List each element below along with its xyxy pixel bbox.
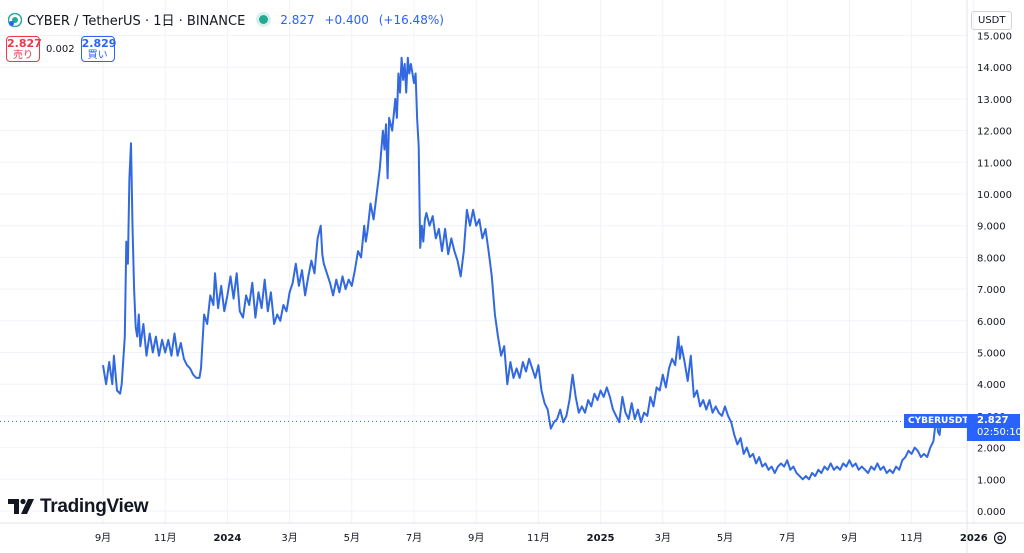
x-tick-label: 11月 xyxy=(154,532,177,544)
gear-icon[interactable] xyxy=(992,530,1008,546)
y-tick-label: 2.000 xyxy=(977,444,1006,455)
x-tick-label: 3月 xyxy=(655,532,671,544)
market-status-dot[interactable] xyxy=(259,15,269,24)
y-tick-label: 15.000 xyxy=(977,32,1012,43)
interval-label: 1日 xyxy=(153,14,175,29)
y-tick-label: 13.000 xyxy=(977,95,1012,106)
sell-button[interactable]: 2.827 売り xyxy=(6,36,42,62)
last-price-value: 2.827 xyxy=(280,12,315,27)
tradingview-mark-icon xyxy=(8,498,34,514)
buy-price: 2.829 xyxy=(81,37,117,50)
y-tick-label: 11.000 xyxy=(977,158,1012,169)
x-tick-label: 7月 xyxy=(779,532,795,544)
x-tick-label: 3月 xyxy=(281,532,297,544)
symbol-sep: / xyxy=(74,14,83,29)
price-series-line[interactable] xyxy=(102,56,945,481)
tradingview-logo[interactable]: TradingView xyxy=(8,496,149,518)
y-tick-label: 12.000 xyxy=(977,127,1012,138)
cyber-logo-icon xyxy=(8,12,22,27)
y-tick-label: 1.000 xyxy=(977,475,1006,486)
x-tick-label: 11月 xyxy=(900,532,923,544)
x-tick-label: 5月 xyxy=(717,532,733,544)
y-tick-label: 7.000 xyxy=(977,285,1006,296)
y-tick-label: 6.000 xyxy=(977,317,1006,328)
y-tick-label: 10.000 xyxy=(977,190,1012,201)
last-price-tag-value: 2.827 xyxy=(977,415,1009,426)
x-tick-label: 2026 xyxy=(960,533,988,544)
exchange-sep: · xyxy=(178,14,187,29)
x-tick-label: 9月 xyxy=(841,532,857,544)
exchange-label: BINANCE xyxy=(186,14,246,29)
interval-sep: · xyxy=(144,14,154,29)
currency-selector[interactable]: USDT xyxy=(971,11,1013,30)
tradingview-wordmark: TradingView xyxy=(40,496,149,517)
y-tick-label: 4.000 xyxy=(977,380,1006,391)
change-value: +0.400 xyxy=(324,12,369,27)
change-percent: (+16.48%) xyxy=(378,12,444,27)
last-price-tag: 2.827 02:50:10 xyxy=(967,414,1022,441)
symbol-header: CYBER / TetherUS · 1日 · BINANCE 2.827 +0… xyxy=(8,10,450,29)
y-tick-label: 9.000 xyxy=(977,222,1006,233)
bar-countdown: 02:50:10 xyxy=(977,427,1022,438)
symbol-quote: TetherUS xyxy=(82,14,141,29)
y-tick-label: 8.000 xyxy=(977,253,1006,264)
x-tick-label: 9月 xyxy=(95,532,111,544)
y-tick-label: 14.000 xyxy=(977,63,1012,74)
symbol-base: CYBER xyxy=(27,14,70,29)
price-readout: 2.827 +0.400 (+16.48%) xyxy=(280,13,450,27)
x-tick-label: 2025 xyxy=(587,533,615,544)
symbol-title[interactable]: CYBER / TetherUS · 1日 · BINANCE xyxy=(27,10,245,29)
x-tick-label: 5月 xyxy=(344,532,360,544)
x-tick-label: 9月 xyxy=(468,532,484,544)
buy-label: 買い xyxy=(87,50,108,61)
sell-label: 売り xyxy=(13,50,33,61)
sell-price: 2.827 xyxy=(7,37,42,50)
y-tick-label: 5.000 xyxy=(977,349,1006,360)
x-tick-label: 11月 xyxy=(527,532,550,544)
spread-value: 0.002 xyxy=(46,43,75,55)
x-tick-label: 7月 xyxy=(406,532,422,544)
bid-ask-panel: 2.827 売り 0.002 2.829 買い xyxy=(6,36,117,62)
x-tick-label: 2024 xyxy=(213,533,241,544)
symbol-price-label: CYBERUSDT xyxy=(904,414,973,428)
y-tick-label: 0.000 xyxy=(977,507,1006,518)
buy-button[interactable]: 2.829 買い xyxy=(80,36,117,62)
